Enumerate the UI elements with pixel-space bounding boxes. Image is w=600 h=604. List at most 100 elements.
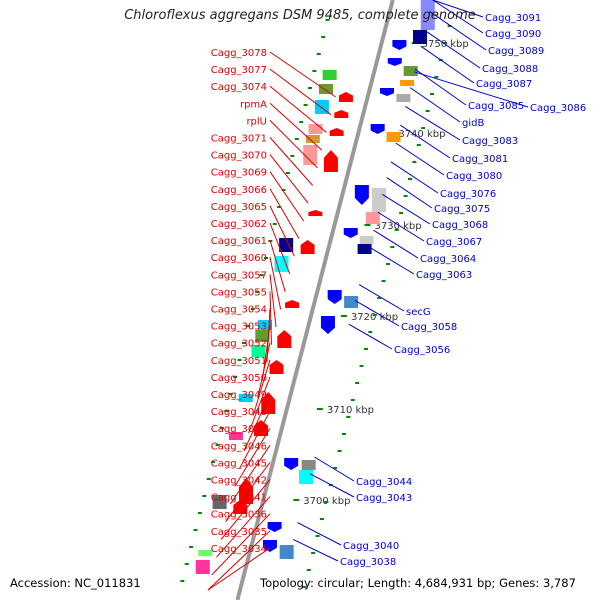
leader-line bbox=[269, 137, 314, 186]
gene-label-left: Cagg_3078 bbox=[211, 48, 267, 59]
leader-line bbox=[348, 323, 393, 350]
gene-label-left: Cagg_3045 bbox=[211, 458, 267, 469]
gene-label-right: Cagg_3075 bbox=[434, 204, 490, 215]
leader-line bbox=[220, 479, 271, 540]
leader-line bbox=[269, 257, 282, 310]
scale-label: 3730 kbp bbox=[375, 221, 422, 232]
forward-gene bbox=[320, 316, 335, 334]
gene-label-right: Cagg_3081 bbox=[452, 154, 508, 165]
forward-gene-block bbox=[413, 30, 427, 44]
gene-label-left: Cagg_3049 bbox=[211, 390, 267, 401]
gene-label-right: Cagg_3063 bbox=[416, 270, 472, 281]
reverse-gene bbox=[285, 300, 300, 308]
leader-line bbox=[377, 211, 425, 242]
reverse-gene bbox=[233, 500, 248, 514]
scale-label: 3710 kbp bbox=[327, 405, 374, 416]
forward-gene bbox=[267, 522, 282, 532]
gene-label-left: Cagg_3052 bbox=[211, 339, 267, 350]
forward-gene-block bbox=[301, 460, 316, 470]
gene-label-left: Cagg_3054 bbox=[211, 305, 267, 316]
gene-label-left: Cagg_3071 bbox=[211, 134, 267, 145]
forward-gene bbox=[387, 58, 402, 66]
leader-line bbox=[269, 188, 300, 239]
leader-line bbox=[424, 29, 481, 69]
reverse-gene-block bbox=[195, 560, 210, 574]
gene-label-right: Cagg_3085 bbox=[468, 101, 524, 112]
reverse-gene bbox=[239, 478, 253, 504]
leader-line bbox=[372, 229, 419, 259]
gene-label-right: Cagg_3088 bbox=[482, 64, 538, 75]
forward-gene bbox=[262, 540, 277, 552]
leader-line bbox=[269, 291, 272, 345]
scale-label: 3740 kbp bbox=[398, 129, 445, 140]
gene-label-left: Cagg_3042 bbox=[211, 476, 267, 487]
leader-line bbox=[269, 171, 304, 222]
forward-gene-block bbox=[359, 236, 374, 244]
leader-line bbox=[257, 342, 271, 399]
leader-line bbox=[409, 87, 461, 123]
topology-text: Topology: circular; Length: 4,684,931 bp… bbox=[260, 576, 576, 590]
gene-label-left: Cagg_3062 bbox=[211, 219, 267, 230]
leader-line bbox=[207, 547, 271, 591]
leader-line bbox=[432, 0, 484, 18]
reverse-gene bbox=[269, 360, 284, 374]
gene-label-left: Cagg_3047 bbox=[211, 424, 267, 435]
forward-gene-block bbox=[386, 132, 401, 142]
gene-label-right: Cagg_3091 bbox=[485, 13, 541, 24]
gene-label-left: Cagg_3070 bbox=[211, 151, 267, 162]
gene-label-right: Cagg_3067 bbox=[426, 237, 482, 248]
gene-label-right: Cagg_3076 bbox=[440, 189, 496, 200]
gene-label-right: Cagg_3038 bbox=[340, 557, 396, 568]
leader-line bbox=[395, 142, 445, 176]
gene-label-left: Cagg_3053 bbox=[211, 322, 267, 333]
gene-label-left: Cagg_3041 bbox=[211, 493, 267, 504]
gene-label-right: Cagg_3040 bbox=[343, 541, 399, 552]
leader-line bbox=[269, 85, 327, 133]
gene-label-right: Cagg_3083 bbox=[462, 136, 518, 147]
leader-line bbox=[390, 161, 439, 194]
reverse-gene-block bbox=[251, 345, 266, 357]
leader-line bbox=[292, 538, 339, 562]
scale-label: 3720 kbp bbox=[351, 312, 398, 323]
forward-gene bbox=[392, 40, 407, 50]
reverse-gene-block bbox=[279, 238, 294, 252]
genome-backbone bbox=[235, 0, 395, 601]
forward-gene bbox=[370, 124, 385, 134]
reverse-gene-block bbox=[305, 135, 320, 143]
gene-label-left: Cagg_3034 bbox=[211, 544, 267, 555]
leader-line bbox=[400, 124, 451, 159]
leader-line bbox=[297, 522, 342, 546]
leader-line bbox=[358, 284, 405, 312]
leader-line bbox=[269, 68, 332, 116]
gene-label-left: Cagg_3057 bbox=[211, 270, 267, 281]
leader-line bbox=[229, 445, 271, 505]
gene-label-left: Cagg_3065 bbox=[211, 202, 267, 213]
forward-gene-block bbox=[344, 296, 359, 308]
reverse-gene-block bbox=[212, 495, 227, 509]
leader-line bbox=[269, 120, 318, 169]
gene-label-right: Cagg_3043 bbox=[356, 493, 412, 504]
forward-gene bbox=[284, 458, 299, 470]
gene-label-left: Cagg_3066 bbox=[211, 185, 267, 196]
leader-line bbox=[404, 105, 461, 141]
forward-gene bbox=[343, 228, 358, 238]
forward-gene-block bbox=[299, 470, 314, 484]
leader-line bbox=[314, 456, 355, 482]
reverse-gene-block bbox=[198, 550, 213, 556]
reverse-gene-block bbox=[322, 70, 337, 80]
leader-line bbox=[269, 154, 309, 204]
forward-gene-block bbox=[357, 244, 372, 254]
accession-text: Accession: NC_011831 bbox=[10, 576, 141, 590]
gene-label-right: Cagg_3068 bbox=[432, 220, 488, 231]
leader-line bbox=[269, 102, 323, 151]
reverse-gene bbox=[338, 92, 353, 102]
leader-line bbox=[420, 45, 475, 84]
gene-label-right: secG bbox=[406, 307, 431, 318]
leader-line bbox=[269, 239, 286, 292]
gene-label-right: Cagg_3089 bbox=[488, 46, 544, 57]
reverse-gene-block bbox=[308, 124, 323, 134]
forward-gene-block bbox=[372, 188, 387, 212]
reverse-gene bbox=[261, 392, 276, 414]
